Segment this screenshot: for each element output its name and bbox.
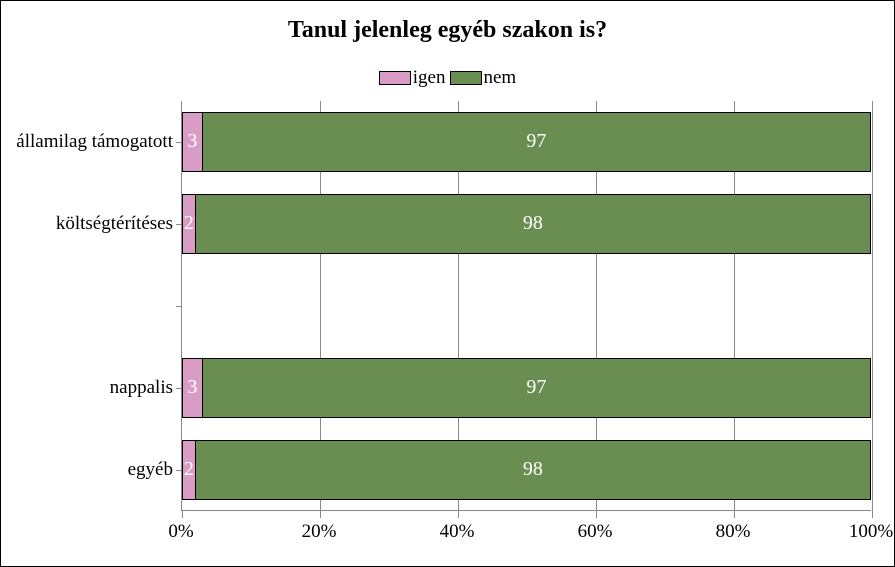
- legend-label: nem: [484, 67, 517, 89]
- chart-container: Tanul jelenleg egyéb szakon is? igennem …: [0, 0, 895, 567]
- bar-value-label: 98: [523, 458, 543, 481]
- category-label: költségtérítéses: [1, 213, 173, 235]
- bar-value-label: 97: [526, 376, 546, 399]
- y-tick: [176, 306, 182, 307]
- category-label: nappalis: [1, 377, 173, 399]
- legend-label: igen: [413, 67, 446, 89]
- bar-segment: 98: [196, 194, 871, 254]
- x-tick-label: 20%: [302, 521, 337, 543]
- bar-segment: 3: [182, 112, 203, 172]
- x-tick-label: 40%: [440, 521, 475, 543]
- chart-title: Tanul jelenleg egyéb szakon is?: [1, 17, 894, 44]
- bar-value-label: 3: [187, 130, 197, 153]
- x-tick-label: 60%: [578, 521, 613, 543]
- bar-row: 2 98: [182, 194, 871, 254]
- bar-row: 2 98: [182, 440, 871, 500]
- bar-segment: 97: [203, 112, 871, 172]
- legend-item: nem: [450, 67, 517, 89]
- plot-area: 3 97 2 98 3 97 2 98: [181, 101, 871, 511]
- bar-value-label: 2: [184, 212, 194, 235]
- category-label: egyéb: [1, 459, 173, 481]
- legend-swatch: [450, 71, 482, 85]
- bar-segment: 3: [182, 358, 203, 418]
- x-tick-label: 0%: [168, 521, 193, 543]
- bar-segment: 97: [203, 358, 871, 418]
- legend: igen nem: [1, 67, 894, 91]
- bar-value-label: 2: [184, 458, 194, 481]
- bar-value-label: 97: [526, 130, 546, 153]
- legend-swatch: [379, 71, 411, 85]
- bar-value-label: 3: [187, 376, 197, 399]
- x-tick-label: 80%: [716, 521, 751, 543]
- bar-row: 3 97: [182, 112, 871, 172]
- x-tick-label: 100%: [849, 521, 893, 543]
- bar-segment: 2: [182, 194, 196, 254]
- bar-value-label: 98: [523, 212, 543, 235]
- gridline: [872, 101, 873, 510]
- legend-item: igen: [379, 67, 446, 89]
- bar-segment: 2: [182, 440, 196, 500]
- y-axis-labels: államilag támogatott költségtérítéses napp…: [1, 101, 179, 511]
- x-axis-labels: 0%20%40%60%80%100%: [181, 517, 871, 547]
- bar-segment: 98: [196, 440, 871, 500]
- x-tick: [872, 510, 873, 518]
- bar-row: 3 97: [182, 358, 871, 418]
- category-label: államilag támogatott: [1, 131, 173, 153]
